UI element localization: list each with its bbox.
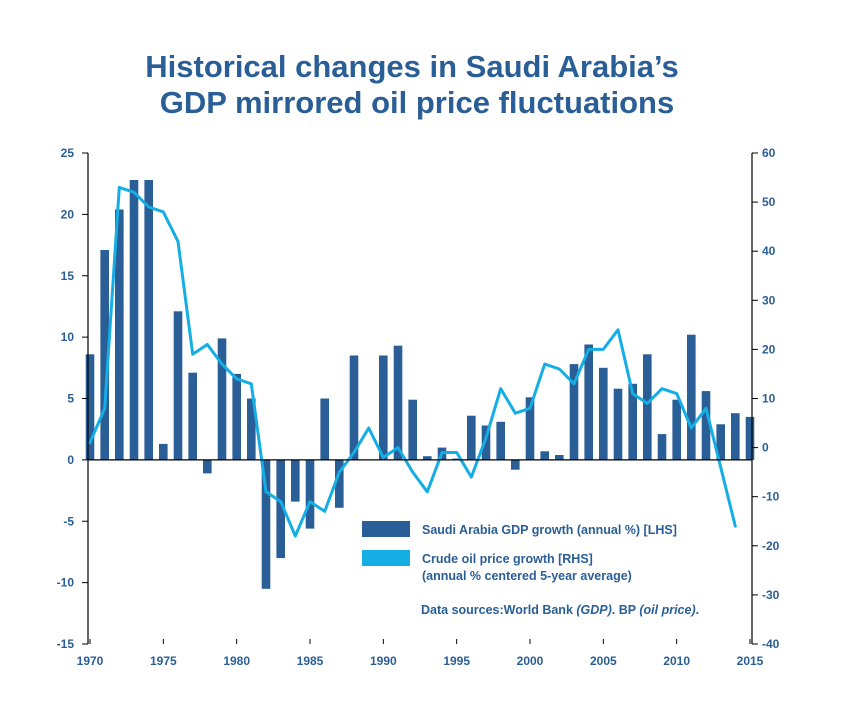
gdp-bar-1970 <box>85 354 95 460</box>
left-tick-label: -10 <box>57 576 75 590</box>
legend-label-gdp: Saudi Arabia GDP growth (annual %) [LHS] <box>422 523 677 537</box>
gdp-bar-1990 <box>379 355 388 460</box>
x-tick-label: 1995 <box>443 654 470 668</box>
gdp-bar-1996 <box>467 415 476 460</box>
gdp-bar-2015 <box>745 416 755 460</box>
gdp-bar-2003 <box>569 364 579 460</box>
right-tick-label: 50 <box>762 195 776 209</box>
gdp-bar-1979 <box>217 338 227 460</box>
x-axis-ticks: 1970 1975 1980 1985 1990 1995 2000 2005 2010 2015 <box>77 639 764 668</box>
gdp-bar-2014 <box>731 413 740 460</box>
x-tick-label: 2010 <box>663 654 690 668</box>
right-tick-label: 60 <box>762 146 776 160</box>
gdp-bar-2013 <box>716 424 725 460</box>
source-prefix: Data sources:World Bank <box>421 603 576 617</box>
gdp-bar-1993 <box>423 456 432 460</box>
gdp-bar-series <box>85 180 755 589</box>
gdp-bar-1981 <box>247 398 256 460</box>
gdp-bar-1986 <box>320 398 329 460</box>
gdp-bar-2008 <box>643 354 652 460</box>
gdp-bar-2009 <box>657 434 667 460</box>
data-source-note: Data sources:World Bank (GDP). BP (oil p… <box>421 603 699 617</box>
gdp-bar-1976 <box>173 311 183 460</box>
right-axis-ticks: 60 50 40 30 20 10 0 -10 -20 -30 -40 <box>752 146 780 651</box>
gdp-bar-1995 <box>452 458 461 460</box>
x-tick-label: 1985 <box>297 654 324 668</box>
chart-title-line-1: Historical changes in Saudi Arabia’s <box>145 49 678 84</box>
x-tick-label: 1970 <box>77 654 104 668</box>
right-tick-label: 40 <box>762 244 776 258</box>
gdp-bar-2010 <box>672 399 681 460</box>
left-tick-label: 25 <box>61 146 75 160</box>
source-gdp: (GDP) <box>576 603 611 617</box>
gdp-bar-1998 <box>496 421 505 460</box>
right-tick-label: -30 <box>762 588 780 602</box>
x-tick-label: 2005 <box>590 654 617 668</box>
right-tick-label: 10 <box>762 392 776 406</box>
gdp-bar-1980 <box>232 373 241 460</box>
source-oil: (oil price) <box>639 603 695 617</box>
gdp-bar-1978 <box>203 459 212 474</box>
gdp-bar-1983 <box>276 459 285 559</box>
gdp-bar-1974 <box>144 180 153 460</box>
gdp-bar-2012 <box>701 391 711 460</box>
gdp-bar-1973 <box>129 180 139 460</box>
gdp-bar-1999 <box>511 459 520 470</box>
gdp-bar-1991 <box>393 345 403 460</box>
x-tick-label: 2015 <box>737 654 764 668</box>
gdp-bar-1975 <box>159 443 168 460</box>
source-suffix: . <box>696 603 699 617</box>
right-tick-label: -20 <box>762 539 780 553</box>
gdp-bar-2005 <box>599 367 608 460</box>
chart-title-line-2: GDP mirrored oil price fluctuations <box>160 85 674 120</box>
gdp-bar-2002 <box>555 455 564 460</box>
left-tick-label: 15 <box>61 269 75 283</box>
left-tick-label: -5 <box>63 514 74 528</box>
left-tick-label: -15 <box>57 637 75 651</box>
gdp-bar-1972 <box>115 209 124 460</box>
gdp-bar-1997 <box>481 425 491 460</box>
right-tick-label: -40 <box>762 637 780 651</box>
right-tick-label: 20 <box>762 342 776 356</box>
gdp-bar-2000 <box>525 397 535 460</box>
left-tick-label: 10 <box>61 330 75 344</box>
x-tick-label: 1980 <box>223 654 250 668</box>
right-tick-label: 0 <box>762 441 769 455</box>
x-tick-label: 1975 <box>150 654 177 668</box>
legend-label-oil-line-1: Crude oil price growth [RHS] <box>422 552 593 566</box>
gdp-bar-1984 <box>291 459 300 502</box>
chart-legend: Saudi Arabia GDP growth (annual %) [LHS]… <box>362 521 677 583</box>
gdp-bar-1971 <box>100 250 109 460</box>
gdp-bar-1977 <box>188 372 197 460</box>
gdp-bar-1992 <box>408 399 417 460</box>
oil-price-line <box>88 185 737 538</box>
source-middle: . BP <box>612 603 640 617</box>
left-tick-label: 5 <box>67 392 74 406</box>
gdp-bar-1982 <box>261 459 271 589</box>
right-tick-label: 30 <box>762 293 776 307</box>
gdp-bar-1987 <box>335 459 344 508</box>
gdp-bar-1985 <box>305 459 315 529</box>
legend-swatch-gdp <box>362 521 410 537</box>
left-tick-label: 20 <box>61 207 75 221</box>
gdp-bar-1988 <box>349 355 359 460</box>
right-tick-label: -10 <box>762 490 780 504</box>
gdp-bar-2011 <box>687 334 696 460</box>
x-tick-label: 2000 <box>517 654 544 668</box>
gdp-bar-2004 <box>584 344 593 460</box>
legend-swatch-oil <box>362 550 410 566</box>
x-tick-label: 1990 <box>370 654 397 668</box>
left-axis-ticks: 25 20 15 10 5 0 -5 -10 -15 <box>57 146 88 651</box>
gdp-bar-2007 <box>628 383 637 460</box>
gdp-bar-2006 <box>613 388 623 460</box>
gdp-bar-2001 <box>540 451 549 460</box>
left-tick-label: 0 <box>67 453 74 467</box>
legend-label-oil-line-2: (annual % centered 5-year average) <box>422 569 632 583</box>
